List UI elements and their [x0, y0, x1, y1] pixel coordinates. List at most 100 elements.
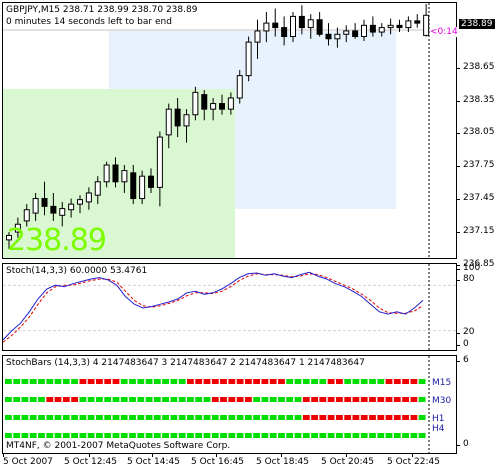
stochastic-chart [3, 264, 456, 350]
stochbar-m30-down [385, 397, 393, 402]
stochastic-pane[interactable]: Stoch(14,3,3) 60.0000 53.4761 [2, 263, 457, 351]
candle-bull [423, 14, 430, 36]
stochbar-m30-down [228, 397, 236, 402]
stochbar-m15-down [269, 379, 277, 384]
stochbar-m30-up [5, 397, 12, 402]
stochbar-m15-up [145, 379, 153, 384]
stochbar-h1-down [302, 415, 310, 420]
stochbar-m30-up [29, 397, 37, 402]
stochbar-m15-up [46, 379, 54, 384]
stochbar-m15-down [402, 379, 409, 384]
time-tick-label: 5 Oct 2007 [3, 457, 53, 467]
stochbar-m15-up [286, 379, 294, 384]
candle-bull [378, 27, 385, 33]
candle-bull [14, 223, 21, 233]
candle-bull [227, 97, 234, 110]
price-tick-label: 237.15 [463, 226, 495, 236]
stochbar-m15-down [211, 379, 219, 384]
stochbar-m15-up [153, 379, 161, 384]
axis-tick-mark [457, 68, 460, 69]
stochbar-m15-down [278, 379, 285, 384]
stochbar-m15-down [236, 379, 244, 384]
stochbar-m30-down [393, 397, 401, 402]
stochbar-h4-up [104, 433, 112, 438]
candle-bear [112, 164, 119, 183]
price-tick-label: 238.35 [463, 95, 495, 105]
axis-tick-mark [457, 133, 460, 134]
candle-bear [414, 20, 421, 24]
stochbar-h4-up [385, 433, 393, 438]
price-axis[interactable]: 238.65 238.35 238.05 237.75 237.45 237.15 236.… [457, 2, 500, 269]
stochbar-h1-down [402, 415, 409, 420]
stochbar-h1-up [253, 415, 260, 420]
stochbar-h1-down [410, 415, 418, 420]
axis-tick-mark [457, 280, 460, 281]
stochbar-m30-up [79, 397, 87, 402]
stochbar-h1-up [96, 415, 103, 420]
main-chart-pane[interactable]: GBPJPY,M15 238.71 238.99 238.70 238.89 0… [2, 2, 457, 259]
stochbar-h4-up [46, 433, 54, 438]
price-tick-label: 238.05 [463, 127, 495, 137]
candle-bear [352, 30, 359, 38]
stochbar-m15-down [253, 379, 260, 384]
stochbar-h4-up [393, 433, 401, 438]
stochbar-h1-down [336, 415, 343, 420]
candle-bear [325, 33, 332, 40]
stochbar-h4-up [410, 433, 418, 438]
stochbar-m15-up [29, 379, 37, 384]
label-m15: M15 [432, 378, 452, 388]
stochbars-pane[interactable]: StochBars (14,3,3) 4 2147483647 3 214748… [2, 355, 457, 454]
stochbar-m30-up [104, 397, 112, 402]
candle-bear [174, 108, 181, 127]
time-tick-label: 5 Oct 20:45 [321, 457, 374, 467]
stochbar-h4-up [178, 433, 186, 438]
stochbar-m15-down [187, 379, 194, 384]
stochbar-m15-down [104, 379, 112, 384]
stochbar-m15-up [170, 379, 178, 384]
candle-bull [343, 30, 350, 35]
stochbar-h1-up [245, 415, 252, 420]
stochbar-h1-up [46, 415, 54, 420]
candle-bull [165, 108, 172, 136]
stochbar-h4-up [54, 433, 62, 438]
stochbar-h1-down [369, 415, 376, 420]
stochbar-m30-up [187, 397, 194, 402]
stochbar-h4-up [360, 433, 368, 438]
candle-bull [254, 30, 261, 43]
stochbar-h1-up [203, 415, 211, 420]
stochbar-h4-up [377, 433, 385, 438]
stochbar-m15-up [38, 379, 45, 384]
stochbar-m15-down [79, 379, 87, 384]
stochbar-m30-down [311, 397, 318, 402]
stochbar-h1-up [79, 415, 87, 420]
time-tick-mark [346, 454, 347, 457]
stochbar-m30-down [220, 397, 227, 402]
candle-bull [192, 91, 199, 116]
stochbar-h1-up [137, 415, 145, 420]
stochbar-h4-up [120, 433, 128, 438]
stochbar-m30-up [195, 397, 203, 402]
time-tick-label: 5 Oct 22:45 [387, 457, 440, 467]
stochbar-h4-up [278, 433, 285, 438]
stochbar-h1-up [294, 415, 302, 420]
stochbar-h4-up [87, 433, 95, 438]
stochbar-m15-up [120, 379, 128, 384]
stoch-tick-label: 20 [463, 327, 475, 337]
candle-bear [272, 22, 279, 29]
stochbar-m30-up [96, 397, 103, 402]
stoch-title: Stoch(14,3,3) 60.0000 53.4761 [6, 266, 148, 276]
stochbar-m15-down [245, 379, 252, 384]
stoch-tick-label: 0 [463, 339, 469, 349]
stochbar-h4-up [96, 433, 103, 438]
stochbar-m15-down [336, 379, 343, 384]
stochbar-m30-up [38, 397, 45, 402]
stochbar-m30-down [369, 397, 376, 402]
candle-bull [6, 234, 12, 241]
stochbar-m30-up [253, 397, 260, 402]
stochbar-h1-down [344, 415, 352, 420]
stochbar-h4-up [203, 433, 211, 438]
stochbar-h1-up [120, 415, 128, 420]
stoch-main-line [3, 271, 424, 341]
candlestick-chart[interactable] [3, 3, 457, 259]
